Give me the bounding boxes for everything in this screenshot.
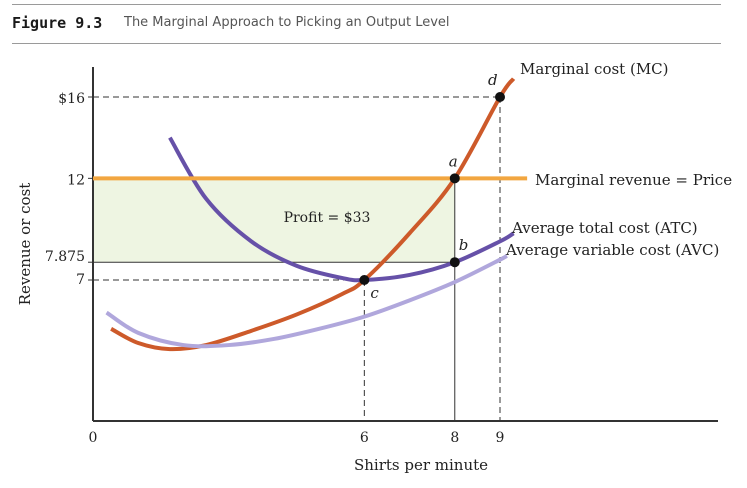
shaded-region-layer	[93, 178, 455, 263]
point-label-c: c	[370, 284, 379, 302]
header-rule-bottom	[12, 43, 721, 44]
points-layer	[359, 92, 505, 285]
x-tick-label: 6	[360, 430, 369, 446]
y-tick-label: 12	[67, 172, 85, 188]
point-d	[495, 92, 505, 102]
x-tick-label: 9	[496, 430, 505, 446]
x-axis-label: Shirts per minute	[354, 456, 488, 474]
axes-layer	[88, 67, 718, 422]
series-line-0	[110, 77, 516, 352]
figure-label: Figure 9.3	[12, 14, 103, 32]
series-line-2	[105, 253, 509, 349]
y-tick-label: $16	[58, 91, 85, 107]
x-tick-label: 0	[89, 430, 98, 446]
header-rule-top	[12, 4, 721, 5]
text-layer: Revenue or cost Shirts per minute Profit…	[16, 60, 732, 474]
point-b	[449, 257, 460, 268]
point-a	[449, 173, 460, 184]
avc-label: Average variable cost (AVC)	[505, 241, 719, 259]
y-axis-label: Revenue or cost	[16, 183, 34, 306]
point-c	[359, 275, 370, 285]
y-tick-label: 7.875	[45, 249, 85, 265]
profit-region	[93, 178, 455, 263]
point-label-b: b	[459, 236, 469, 254]
y-tick-label: 7	[76, 272, 85, 288]
point-label-a: a	[449, 152, 458, 170]
figure-title: The Marginal Approach to Picking an Outp…	[124, 15, 450, 30]
point-label-d: d	[488, 71, 498, 89]
x-tick-label: 8	[450, 430, 459, 446]
mr-label: Marginal revenue = Price	[535, 171, 732, 189]
mc-label: Marginal cost (MC)	[520, 60, 669, 78]
atc-label: Average total cost (ATC)	[511, 219, 698, 237]
series-line-1	[168, 136, 515, 283]
profit-annotation: Profit = $33	[284, 210, 371, 226]
